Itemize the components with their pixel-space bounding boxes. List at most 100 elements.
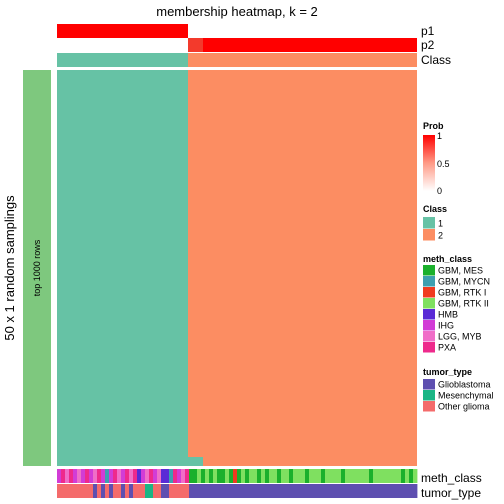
tumor-type-cell — [313, 484, 318, 498]
meth-class-cell — [265, 469, 270, 483]
meth-class-legend-item-label: GBM, MES — [438, 266, 483, 276]
tumor-type-cell — [373, 484, 378, 498]
tumor-type-cell — [165, 484, 170, 498]
tumor-type-cell — [193, 484, 198, 498]
meth-class-cell — [297, 469, 302, 483]
top-annotations: p1 p2 Class — [57, 24, 451, 67]
tumor-type-cell — [137, 484, 142, 498]
meth-class-legend-item-swatch — [423, 331, 435, 342]
meth-class-cell — [261, 469, 266, 483]
prob-legend-title: Prob — [423, 121, 444, 131]
tumor-type-cell — [73, 484, 78, 498]
meth-class-cell — [145, 469, 150, 483]
p2-annotation-mid — [188, 38, 203, 52]
meth-class-cell — [189, 469, 194, 483]
meth-class-cell — [317, 469, 322, 483]
tumor-type-cell — [401, 484, 406, 498]
meth-class-cell — [277, 469, 282, 483]
p1-annotation-high — [188, 24, 417, 38]
meth-class-cell — [165, 469, 170, 483]
meth-class-legend-item-label: LGG, MYB — [438, 332, 482, 342]
meth-class-cell — [205, 469, 210, 483]
meth-class-cell — [413, 469, 418, 483]
tumor-type-cell — [201, 484, 206, 498]
tumor-type-cell — [93, 484, 98, 498]
meth-class-cell — [153, 469, 158, 483]
meth-class-cell — [313, 469, 318, 483]
tumor-type-cell — [77, 484, 82, 498]
meth-class-cell — [209, 469, 214, 483]
meth-class-cell — [77, 469, 82, 483]
meth-class-cell — [57, 469, 62, 483]
meth-class-cell — [309, 469, 314, 483]
meth-class-cell — [193, 469, 198, 483]
tumor-type-legend-item-swatch — [423, 390, 435, 401]
meth-class-cell — [201, 469, 206, 483]
meth-class-cell — [353, 469, 358, 483]
meth-class-cell — [65, 469, 70, 483]
p2-annotation-high — [203, 38, 417, 52]
tumor-type-cell — [117, 484, 122, 498]
tumor-type-cell — [317, 484, 322, 498]
meth-class-cell — [157, 469, 162, 483]
tumor-type-cell — [181, 484, 186, 498]
meth-class-cell — [365, 469, 370, 483]
tumor-type-cell — [81, 484, 86, 498]
tumor-type-cell — [113, 484, 118, 498]
tumor-type-cell — [261, 484, 266, 498]
meth-class-cell — [169, 469, 174, 483]
class-legend-item-swatch — [423, 229, 435, 241]
tumor-type-cell — [393, 484, 398, 498]
prob-color-bar — [423, 135, 435, 191]
tumor-type-cell — [57, 484, 62, 498]
tumor-type-cell — [169, 484, 174, 498]
tumor-type-cell — [409, 484, 414, 498]
meth-class-cell — [113, 469, 118, 483]
meth-class-cell — [361, 469, 366, 483]
meth-class-cell — [137, 469, 142, 483]
meth-class-cell — [333, 469, 338, 483]
p2-label: p2 — [421, 38, 435, 52]
meth-class-cell — [289, 469, 294, 483]
tumor-type-cell — [97, 484, 102, 498]
meth-class-cell — [281, 469, 286, 483]
meth-class-legend-item-swatch — [423, 298, 435, 309]
tumor-type-cell — [253, 484, 258, 498]
tumor-type-cell — [273, 484, 278, 498]
tumor-type-cell — [229, 484, 234, 498]
meth-class-cell — [213, 469, 218, 483]
meth-class-legend-title: meth_class — [423, 254, 472, 264]
meth-class-cell — [221, 469, 226, 483]
tumor-type-cell — [85, 484, 90, 498]
meth-class-cell — [249, 469, 254, 483]
meth-class-cell — [245, 469, 250, 483]
tumor-type-cell — [413, 484, 418, 498]
tumor-type-cell — [381, 484, 386, 498]
row-slice-label: top 1000 rows — [32, 239, 42, 296]
tumor-type-cell — [321, 484, 326, 498]
meth-class-cell — [161, 469, 166, 483]
tumor-type-cell — [105, 484, 110, 498]
tumor-type-cell — [301, 484, 306, 498]
tumor-type-cell — [265, 484, 270, 498]
meth-class-legend-item-label: HMB — [438, 310, 458, 320]
meth-class-cell — [401, 469, 406, 483]
meth-class-cell — [409, 469, 414, 483]
class-legend-title: Class — [423, 204, 447, 214]
meth-class-cell — [233, 469, 238, 483]
meth-class-cell — [269, 469, 274, 483]
tumor-type-cell — [61, 484, 66, 498]
meth-class-cell — [349, 469, 354, 483]
tumor-type-cell — [333, 484, 338, 498]
meth-class-cell — [369, 469, 374, 483]
tumor-type-cell — [349, 484, 354, 498]
tumor-type-cell — [161, 484, 166, 498]
meth-class-legend-item-swatch — [423, 342, 435, 353]
heatmap-block-class-2 — [188, 70, 417, 466]
tumor-type-legend-item-label: Other glioma — [438, 402, 490, 412]
meth-class-cell — [125, 469, 130, 483]
tumor-type-cell — [357, 484, 362, 498]
tumor-type-cell — [269, 484, 274, 498]
tumor-type-cell — [197, 484, 202, 498]
